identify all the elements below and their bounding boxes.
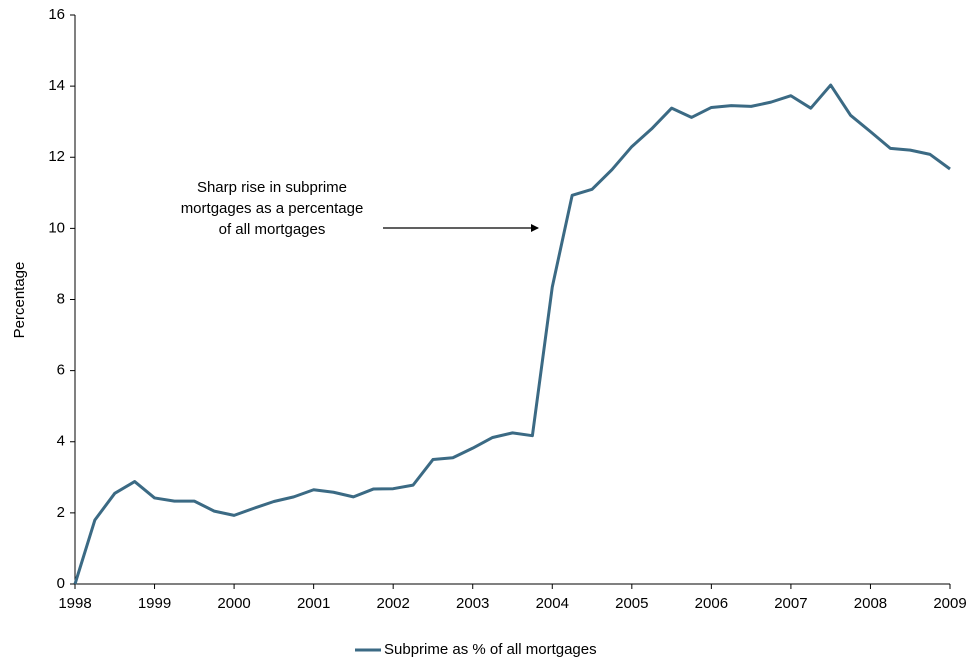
y-tick-label: 14 [48, 77, 65, 94]
y-axis-label: Percentage [11, 262, 28, 339]
y-tick-label: 4 [57, 433, 65, 450]
x-tick-label: 2000 [217, 595, 250, 612]
annotation-text: mortgages as a percentage [181, 200, 364, 217]
x-tick-label: 2005 [615, 595, 648, 612]
y-tick-label: 6 [57, 362, 65, 379]
y-tick-label: 10 [48, 219, 65, 236]
x-tick-label: 2008 [854, 595, 887, 612]
x-tick-label: 2002 [376, 595, 409, 612]
y-tick-label: 2 [57, 504, 65, 521]
x-tick-label: 2001 [297, 595, 330, 612]
x-tick-label: 2007 [774, 595, 807, 612]
x-tick-label: 2004 [536, 595, 569, 612]
y-tick-label: 12 [48, 148, 65, 165]
x-tick-label: 2009 [933, 595, 966, 612]
data-line [73, 83, 951, 585]
annotation-text: of all mortgages [219, 221, 326, 238]
y-tick-label: 8 [57, 290, 65, 307]
annotation-text: Sharp rise in subprime [197, 179, 347, 196]
legend-label: Subprime as % of all mortgages [384, 641, 597, 658]
x-tick-label: 1999 [138, 595, 171, 612]
y-tick-label: 0 [57, 575, 65, 592]
y-tick-label: 16 [48, 6, 65, 23]
x-tick-label: 2006 [695, 595, 728, 612]
x-tick-label: 2003 [456, 595, 489, 612]
x-tick-label: 1998 [58, 595, 91, 612]
